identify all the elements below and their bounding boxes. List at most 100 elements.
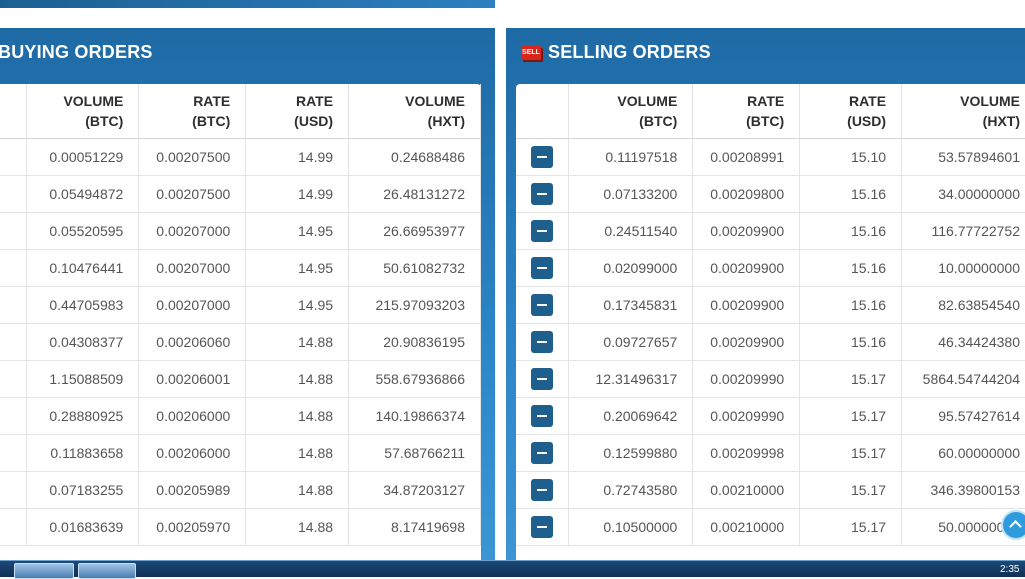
buying-orders-panel: BUYING ORDERS VOLUME (BTC) RATE (BTC) RATE… <box>0 28 495 568</box>
rate-btc-cell: 0.00205989 <box>138 471 247 509</box>
remove-order-button[interactable] <box>531 183 554 205</box>
rate-usd-cell: 15.16 <box>799 175 903 213</box>
scroll-to-top-icon[interactable] <box>1003 512 1025 538</box>
buying-header-row: VOLUME (BTC) RATE (BTC) RATE (USD) VOLUME (H… <box>0 84 481 139</box>
volume-hxt-cell: 34.00000000 <box>901 175 1025 213</box>
volume-hxt-cell: 34.87203127 <box>348 471 481 509</box>
volume-hxt-cell: 140.19866374 <box>348 397 481 435</box>
windows-taskbar: 2:35 <box>0 560 1025 579</box>
remove-order-button[interactable] <box>531 220 554 242</box>
row-action-cell <box>516 508 570 546</box>
clock[interactable]: 2:35 <box>1000 564 1020 575</box>
rate-usd-cell: 15.16 <box>799 323 903 361</box>
remove-order-button[interactable] <box>531 257 554 279</box>
volume-btc-cell: 0.09727657 <box>568 323 694 361</box>
volume-hxt-cell: 346.39800153 <box>901 471 1025 509</box>
volume-btc-cell: 1.15088509 <box>26 360 140 398</box>
volume-hxt-cell: 50.61082732 <box>348 249 481 287</box>
rate-btc-cell: 0.00207000 <box>138 212 247 250</box>
table-row[interactable]: 0.07183255 0.00205989 14.88 34.87203127 <box>0 471 481 509</box>
rate-btc-cell: 0.00209998 <box>692 434 801 472</box>
volume-hxt-cell: 82.63854540 <box>901 286 1025 324</box>
remove-order-button[interactable] <box>531 146 554 168</box>
table-row[interactable]: 0.11883658 0.00206000 14.88 57.68766211 <box>0 434 481 472</box>
table-row[interactable]: 0.10500000 0.00210000 15.17 50.00000000 <box>516 508 1025 546</box>
row-action-cell <box>516 360 570 398</box>
row-action-cell <box>516 323 570 361</box>
table-row[interactable]: 0.09727657 0.00209900 15.16 46.34424380 <box>516 323 1025 361</box>
table-row[interactable]: 0.07133200 0.00209800 15.16 34.00000000 <box>516 175 1025 213</box>
table-row[interactable]: 0.11197518 0.00208991 15.10 53.57894601 <box>516 138 1025 176</box>
table-row[interactable]: 0.05494872 0.00207500 14.99 26.48131272 <box>0 175 481 213</box>
sell-badge-icon: SELL <box>521 46 541 60</box>
volume-btc-cell: 0.11197518 <box>568 138 694 176</box>
remove-order-button[interactable] <box>531 516 554 538</box>
remove-order-button[interactable] <box>531 442 554 464</box>
row-action-cell <box>0 434 28 472</box>
table-row[interactable]: 0.02099000 0.00209900 15.16 10.00000000 <box>516 249 1025 287</box>
row-action-cell <box>0 138 28 176</box>
rate-btc-cell: 0.00210000 <box>692 508 801 546</box>
rate-usd-cell: 14.88 <box>245 471 350 509</box>
buying-col-rate-btc[interactable]: RATE (BTC) <box>138 84 247 139</box>
rate-usd-cell: 14.95 <box>245 249 350 287</box>
rate-usd-cell: 14.88 <box>245 508 350 546</box>
volume-btc-cell: 0.05494872 <box>26 175 140 213</box>
table-row[interactable]: 0.28880925 0.00206000 14.88 140.19866374 <box>0 397 481 435</box>
buying-col-volume-hxt[interactable]: VOLUME (HXT) <box>348 84 481 139</box>
remove-order-button[interactable] <box>531 405 554 427</box>
remove-order-button[interactable] <box>531 368 554 390</box>
table-row[interactable]: 0.72743580 0.00210000 15.17 346.39800153 <box>516 471 1025 509</box>
table-row[interactable]: 1.15088509 0.00206001 14.88 558.67936866 <box>0 360 481 398</box>
table-row[interactable]: 0.04308377 0.00206060 14.88 20.90836195 <box>0 323 481 361</box>
row-action-cell <box>516 286 570 324</box>
taskbar-explorer-button[interactable] <box>14 563 74 579</box>
table-row[interactable]: 0.00051229 0.00207500 14.99 0.24688486 <box>0 138 481 176</box>
rate-btc-cell: 0.00207500 <box>138 138 247 176</box>
selling-col-rate-btc[interactable]: RATE (BTC) <box>692 84 801 139</box>
remove-order-button[interactable] <box>531 331 554 353</box>
taskbar-app-button[interactable] <box>78 563 136 579</box>
volume-hxt-cell: 57.68766211 <box>348 434 481 472</box>
rate-usd-cell: 14.88 <box>245 323 350 361</box>
remove-order-button[interactable] <box>531 479 554 501</box>
selling-col-volume-btc[interactable]: VOLUME (BTC) <box>568 84 694 139</box>
rate-btc-cell: 0.00210000 <box>692 471 801 509</box>
row-action-cell <box>0 508 28 546</box>
buying-col-volume-btc[interactable]: VOLUME (BTC) <box>26 84 140 139</box>
row-action-cell <box>516 138 570 176</box>
buying-col-rate-usd[interactable]: RATE (USD) <box>245 84 350 139</box>
volume-hxt-cell: 0.24688486 <box>348 138 481 176</box>
table-row[interactable]: 0.10476441 0.00207000 14.95 50.61082732 <box>0 249 481 287</box>
table-row[interactable]: 0.05520595 0.00207000 14.95 26.66953977 <box>0 212 481 250</box>
rate-btc-cell: 0.00209800 <box>692 175 801 213</box>
volume-btc-cell: 0.12599880 <box>568 434 694 472</box>
volume-btc-cell: 12.31496317 <box>568 360 694 398</box>
selling-orders-table: VOLUME (BTC) RATE (BTC) RATE (USD) VOLUME (H… <box>516 84 1025 546</box>
volume-btc-cell: 0.07133200 <box>568 175 694 213</box>
rate-btc-cell: 0.00207000 <box>138 249 247 287</box>
table-row[interactable]: 0.20069642 0.00209990 15.17 95.57427614 <box>516 397 1025 435</box>
selling-col-rate-usd[interactable]: RATE (USD) <box>799 84 903 139</box>
selling-col-volume-hxt[interactable]: VOLUME (HXT) <box>901 84 1025 139</box>
table-row[interactable]: 0.12599880 0.00209998 15.17 60.00000000 <box>516 434 1025 472</box>
rate-btc-cell: 0.00209990 <box>692 360 801 398</box>
remove-order-button[interactable] <box>531 294 554 316</box>
volume-btc-cell: 0.02099000 <box>568 249 694 287</box>
volume-hxt-cell: 26.66953977 <box>348 212 481 250</box>
rate-btc-cell: 0.00206001 <box>138 360 247 398</box>
buying-orders-title: BUYING ORDERS <box>0 42 153 62</box>
table-row[interactable]: 0.17345831 0.00209900 15.16 82.63854540 <box>516 286 1025 324</box>
table-row[interactable]: 0.01683639 0.00205970 14.88 8.17419698 <box>0 508 481 546</box>
row-action-cell <box>0 249 28 287</box>
table-row[interactable]: 0.44705983 0.00207000 14.95 215.97093203 <box>0 286 481 324</box>
row-action-cell <box>0 471 28 509</box>
rate-btc-cell: 0.00209900 <box>692 323 801 361</box>
selling-orders-panel: SELL SELLING ORDERS VOLUME (BTC) RATE (BTC… <box>506 28 1025 568</box>
volume-hxt-cell: 10.00000000 <box>901 249 1025 287</box>
table-row[interactable]: 0.24511540 0.00209900 15.16 116.77722752 <box>516 212 1025 250</box>
volume-btc-cell: 0.11883658 <box>26 434 140 472</box>
table-row[interactable]: 12.31496317 0.00209990 15.17 5864.54744204 <box>516 360 1025 398</box>
rate-usd-cell: 14.88 <box>245 397 350 435</box>
selling-orders-card: VOLUME (BTC) RATE (BTC) RATE (USD) VOLUME (H… <box>516 84 1025 568</box>
